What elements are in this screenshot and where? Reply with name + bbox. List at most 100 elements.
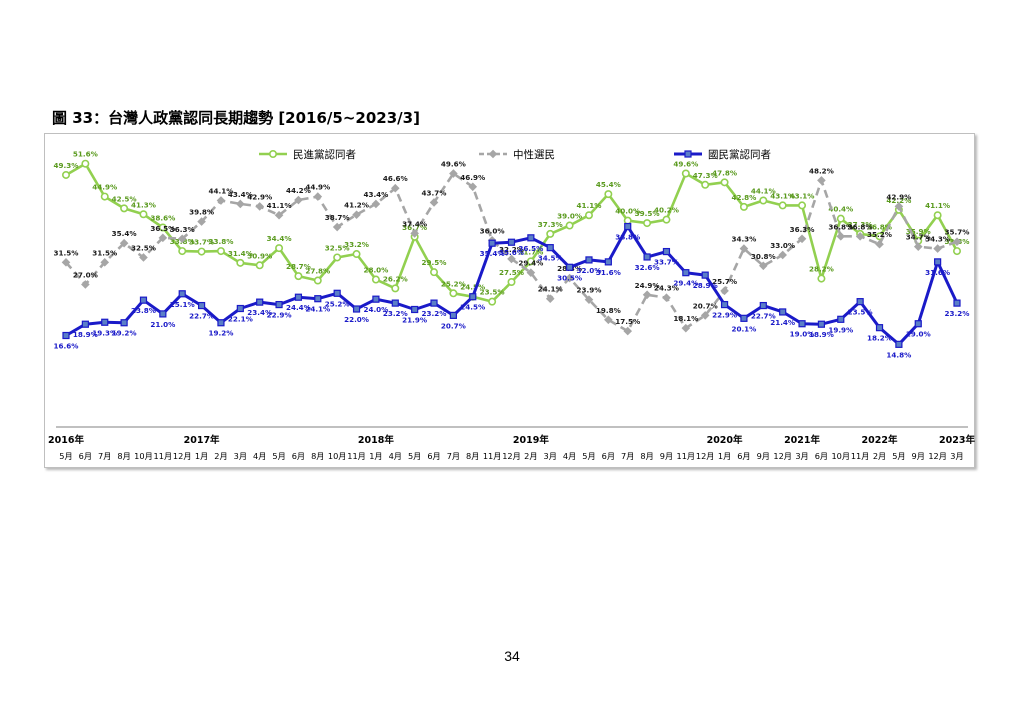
point-1-41 <box>855 232 865 241</box>
point-2-21 <box>469 293 477 301</box>
figure-title: 圖 33：台灣人政黨認同長期趨勢 [2016/5~2023/3] <box>52 109 420 127</box>
month-tick-28: 6月 <box>602 451 615 461</box>
point-1-12 <box>294 195 303 205</box>
data-label-2-43: 14.8% <box>886 350 911 359</box>
month-tick-18: 5月 <box>408 451 421 461</box>
data-label-1-8: 44.1% <box>208 187 233 196</box>
data-label-1-46: 35.7% <box>945 228 970 237</box>
data-label-0-11: 34.4% <box>267 234 292 243</box>
data-label-2-11: 22.9% <box>267 311 292 320</box>
legend-label-1: 中性選民 <box>513 148 555 161</box>
point-1-28 <box>604 315 613 325</box>
point-1-21 <box>468 182 478 192</box>
data-label-1-18: 37.4% <box>402 219 427 228</box>
month-tick-21: 8月 <box>466 451 479 461</box>
data-label-0-8: 33.8% <box>208 237 233 246</box>
data-label-2-42: 18.2% <box>867 334 892 343</box>
point-2-16 <box>372 295 380 303</box>
data-label-0-15: 33.2% <box>344 240 369 249</box>
point-0-19 <box>430 268 439 277</box>
point-0-24 <box>526 257 535 266</box>
point-2-44 <box>914 320 922 328</box>
point-2-19 <box>430 299 438 307</box>
point-1-39 <box>817 176 826 185</box>
month-tick-14: 10月 <box>328 451 347 461</box>
point-1-14 <box>332 222 342 232</box>
point-2-37 <box>779 308 787 316</box>
month-tick-1: 6月 <box>79 451 92 461</box>
data-label-2-39: 18.9% <box>809 330 834 339</box>
data-label-2-10: 23.4% <box>247 308 272 317</box>
data-label-0-12: 28.7% <box>286 262 311 271</box>
month-tick-42: 2月 <box>873 451 886 461</box>
point-1-5 <box>158 233 168 243</box>
month-tick-15: 11月 <box>347 451 366 461</box>
point-1-45 <box>933 244 942 253</box>
data-label-1-21: 46.9% <box>460 173 485 182</box>
data-label-2-23: 35.6% <box>499 248 524 257</box>
point-2-41 <box>856 298 864 306</box>
data-label-0-37: 43.1% <box>770 191 795 200</box>
data-label-1-30: 24.9% <box>635 281 660 290</box>
point-0-10 <box>255 261 264 270</box>
point-1-20 <box>449 169 458 178</box>
data-label-1-27: 23.9% <box>577 286 602 295</box>
page-number: 34 <box>504 648 520 664</box>
month-tick-46: 3月 <box>950 451 963 461</box>
point-2-13 <box>314 295 322 303</box>
data-label-1-11: 41.1% <box>267 201 292 210</box>
data-label-0-7: 33.7% <box>189 238 214 247</box>
data-label-2-37: 21.4% <box>770 318 795 327</box>
data-label-1-6: 36.3% <box>170 225 195 234</box>
data-label-1-40: 36.8% <box>828 222 853 231</box>
data-label-1-14: 38.7% <box>325 213 350 222</box>
data-label-2-44: 19.0% <box>906 330 931 339</box>
point-1-29 <box>623 326 633 336</box>
point-2-14 <box>333 289 341 297</box>
month-tick-40: 10月 <box>831 451 850 461</box>
data-label-2-21: 24.5% <box>460 303 485 312</box>
month-tick-6: 12月 <box>173 451 192 461</box>
data-label-2-30: 32.6% <box>635 263 660 272</box>
data-label-2-45: 31.6% <box>925 268 950 277</box>
month-tick-16: 1月 <box>369 451 382 461</box>
month-tick-2: 7月 <box>98 451 111 461</box>
data-label-0-10: 30.9% <box>247 251 272 260</box>
data-label-1-12: 44.2% <box>286 186 311 195</box>
data-label-2-31: 33.7% <box>654 258 679 267</box>
point-2-5 <box>159 310 167 318</box>
legend-label-2: 國民黨認同者 <box>708 148 771 161</box>
point-1-23 <box>507 254 516 264</box>
month-tick-29: 7月 <box>621 451 634 461</box>
data-label-0-25: 37.3% <box>538 220 563 229</box>
data-label-2-34: 22.9% <box>712 311 737 320</box>
point-2-11 <box>275 300 283 309</box>
point-1-13 <box>313 192 323 201</box>
point-0-45 <box>933 211 942 220</box>
point-0-39 <box>817 274 826 283</box>
point-2-17 <box>391 299 399 307</box>
point-0-16 <box>371 275 380 284</box>
point-1-37 <box>778 250 787 260</box>
legend: 民進黨認同者 中性選民 國民黨認同者 <box>259 148 771 161</box>
point-1-4 <box>139 253 148 262</box>
point-2-0 <box>62 331 70 340</box>
month-tick-39: 6月 <box>815 451 828 461</box>
data-label-1-33: 20.7% <box>693 301 718 310</box>
data-label-0-5: 38.6% <box>150 214 175 223</box>
point-2-27 <box>585 256 593 264</box>
month-tick-13: 8月 <box>311 451 324 461</box>
month-tick-38: 3月 <box>795 451 808 461</box>
data-label-0-1: 51.6% <box>73 150 98 159</box>
point-0-2 <box>100 192 109 201</box>
point-1-36 <box>758 261 768 271</box>
data-label-0-38: 43.1% <box>790 191 815 200</box>
point-2-28 <box>604 258 612 266</box>
point-1-1 <box>81 280 90 289</box>
point-2-32 <box>682 269 690 277</box>
month-tick-7: 1月 <box>195 451 208 461</box>
month-tick-37: 12月 <box>773 451 792 461</box>
month-tick-5: 11月 <box>154 451 173 461</box>
data-label-1-31: 24.3% <box>654 284 679 293</box>
data-label-1-9: 43.4% <box>228 190 253 199</box>
